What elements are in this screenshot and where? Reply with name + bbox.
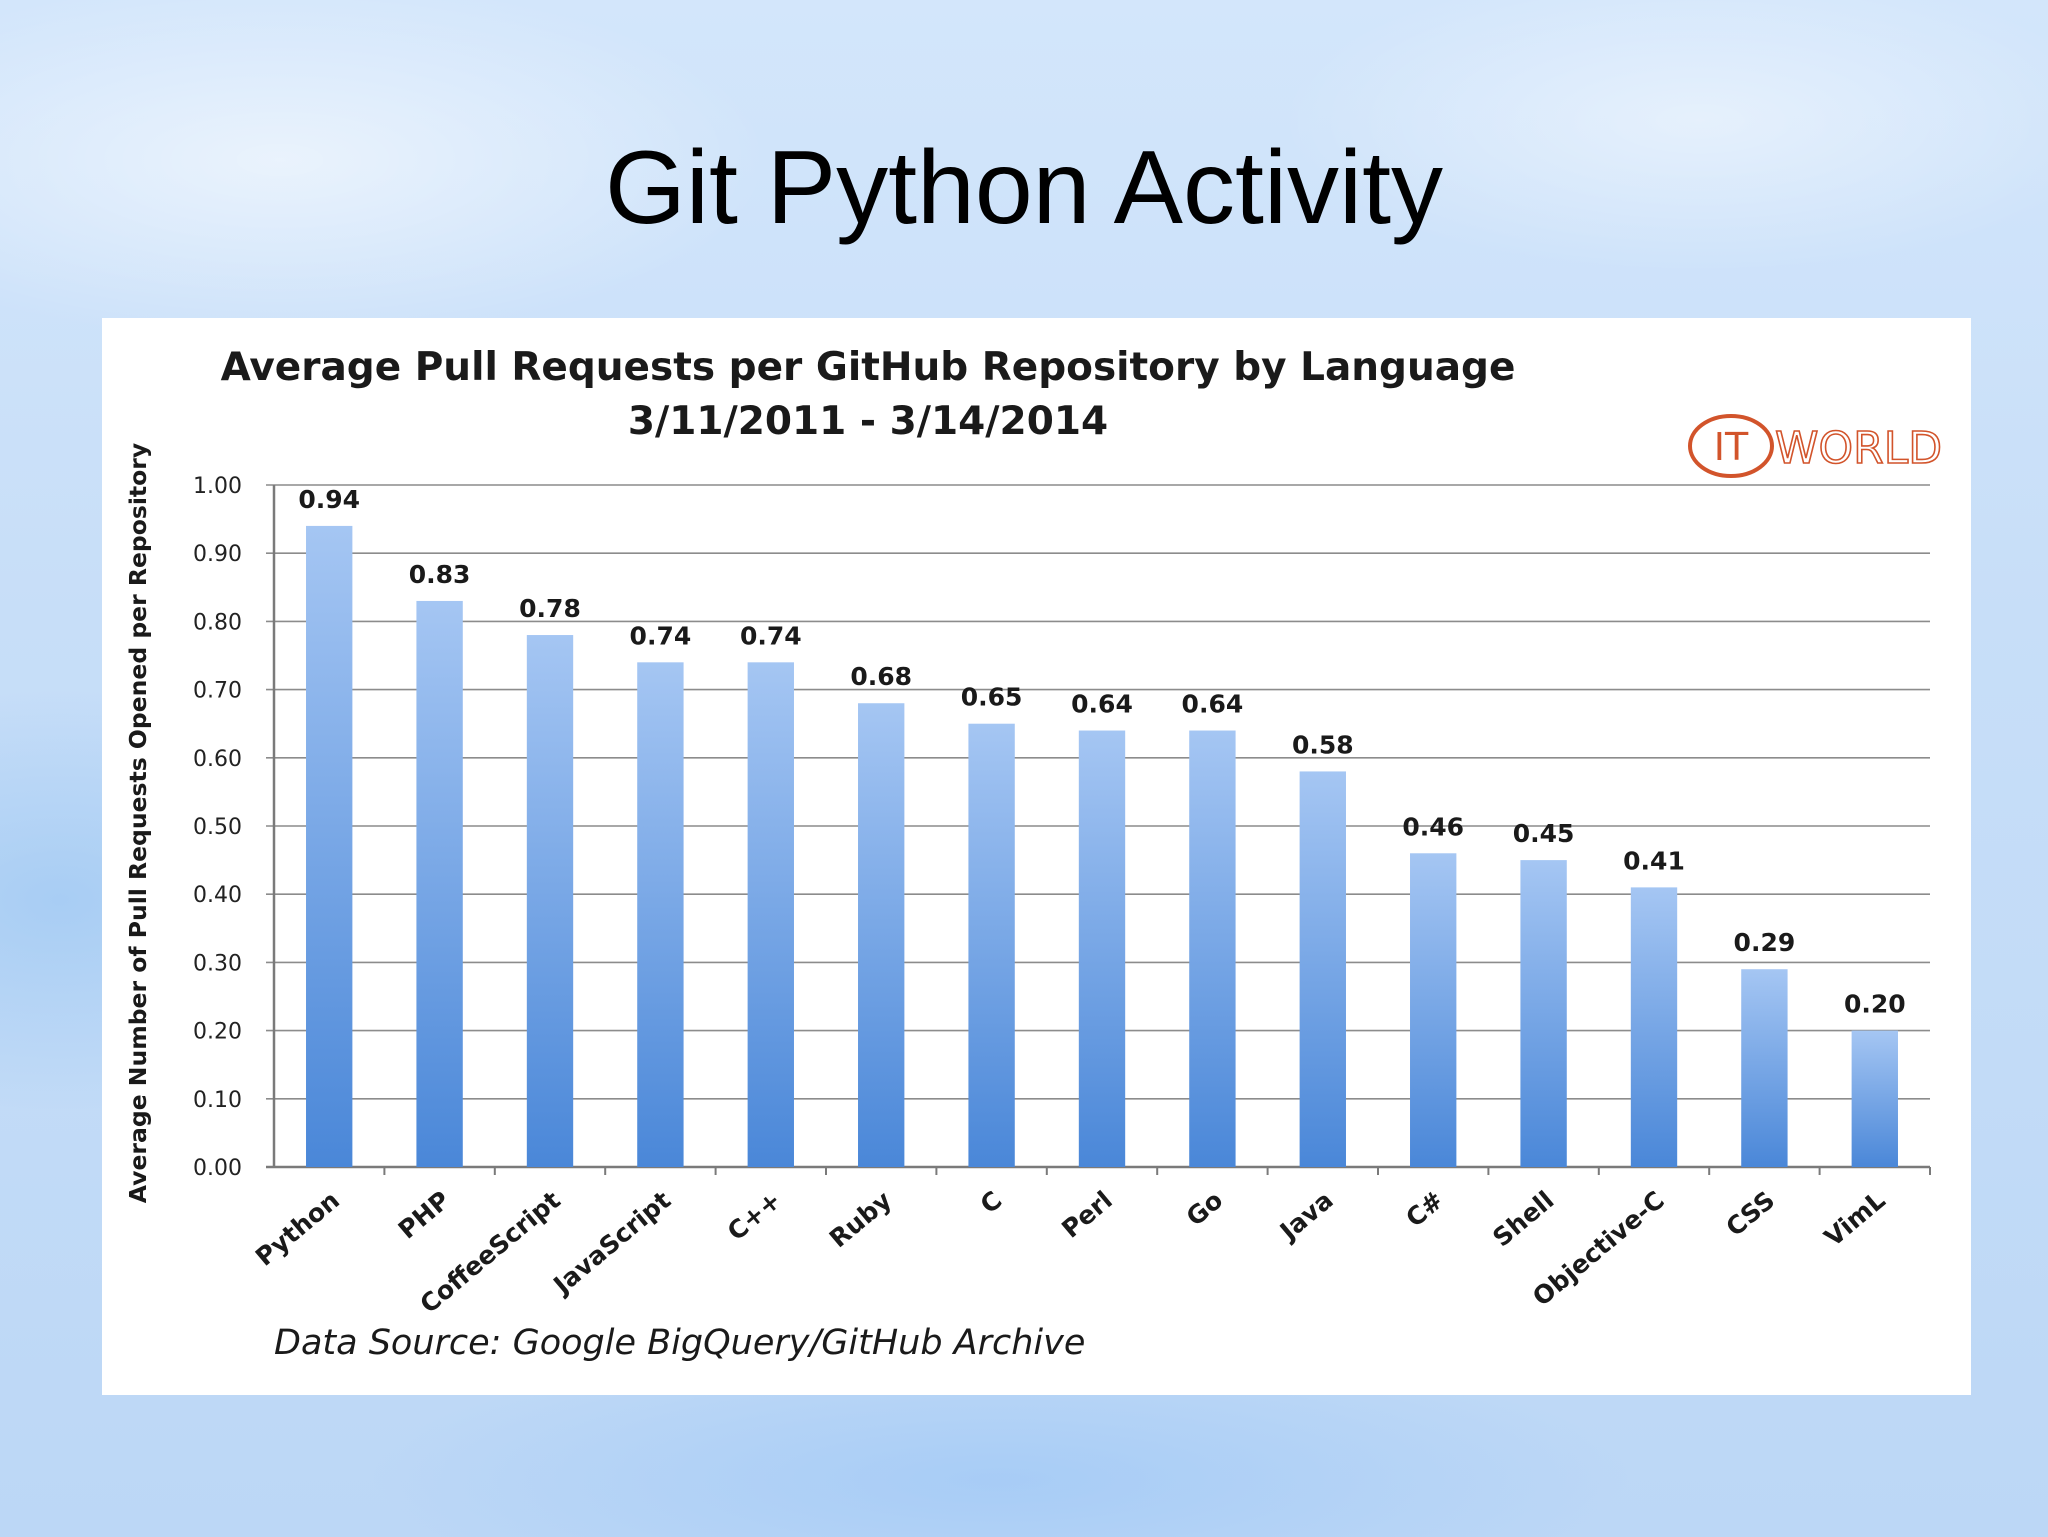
bar-ruby — [858, 703, 905, 1167]
bar-value-label: 0.64 — [1071, 690, 1133, 719]
x-category-label: Perl — [1056, 1185, 1118, 1243]
bar-value-label: 0.46 — [1402, 812, 1464, 841]
y-tick-label: 0.40 — [193, 883, 242, 908]
bar-value-label: 0.74 — [630, 621, 692, 650]
bar-value-label: 0.65 — [961, 683, 1023, 712]
x-category-label: C++ — [722, 1185, 787, 1246]
x-category-label: Go — [1181, 1185, 1229, 1231]
y-tick-label: 0.90 — [193, 542, 242, 567]
itworld-logo: IT WORLD — [1688, 414, 1943, 478]
bar-chart: Average Pull Requests per GitHub Reposit… — [124, 345, 1943, 1363]
bar-php — [416, 600, 463, 1167]
x-category-label: Ruby — [824, 1185, 897, 1253]
bar-value-label: 0.45 — [1513, 819, 1575, 848]
bar-value-label: 0.58 — [1292, 730, 1354, 759]
bar-css — [1741, 969, 1788, 1167]
bar-go — [1189, 730, 1236, 1167]
data-source-note: Data Source: Google BigQuery/GitHub Arch… — [274, 1323, 1085, 1363]
chart-panel: Average Pull Requests per GitHub Reposit… — [102, 318, 1971, 1395]
y-tick-label: 0.60 — [193, 747, 242, 772]
bar-value-label: 0.64 — [1182, 690, 1244, 719]
y-tick-label: 0.30 — [193, 951, 242, 976]
bar-value-label: 0.29 — [1734, 928, 1796, 957]
x-category-label: Python — [250, 1185, 345, 1271]
bar-value-label: 0.20 — [1844, 990, 1906, 1019]
x-category-label: VimL — [1819, 1185, 1891, 1252]
y-tick-label: 0.00 — [193, 1156, 242, 1181]
y-tick-label: 0.70 — [193, 679, 242, 704]
x-category-label: C — [975, 1185, 1008, 1219]
x-category-label: Shell — [1487, 1185, 1559, 1252]
bar-c — [1410, 853, 1457, 1167]
bar-java — [1299, 771, 1346, 1167]
x-category-label: C# — [1400, 1185, 1449, 1232]
y-tick-label: 1.00 — [193, 474, 242, 499]
bar-objective-c — [1630, 887, 1678, 1167]
bar-value-label: 0.41 — [1623, 846, 1685, 875]
x-category-label: JavaScript — [547, 1185, 677, 1300]
y-tick-label: 0.50 — [193, 815, 242, 840]
x-category-label: Java — [1273, 1185, 1339, 1247]
slide-title: Git Python Activity — [604, 130, 1444, 246]
bar-coffeescript — [526, 635, 574, 1167]
y-axis-label: Average Number of Pull Requests Opened p… — [124, 443, 152, 1203]
y-tick-label: 0.10 — [193, 1088, 242, 1113]
bar-javascript — [637, 662, 684, 1167]
bar-value-label: 0.78 — [519, 594, 581, 623]
bar-perl — [1078, 730, 1126, 1167]
bar-python — [306, 525, 353, 1167]
y-tick-label: 0.80 — [193, 610, 242, 635]
bar-shell — [1520, 860, 1567, 1167]
chart-subtitle: 3/11/2011 - 3/14/2014 — [628, 399, 1108, 444]
bar-value-label: 0.74 — [740, 621, 802, 650]
value-labels: 0.94 0.83 0.78 0.74 0.74 0.68 0.65 0.64 0.64 0.58… — [298, 485, 1905, 1019]
y-axis-ticks: 0.00 0.10 0.20 0.30 0.40 0.50 0.60 0.70 0.80 0.90… — [193, 474, 242, 1181]
bar-viml — [1851, 1030, 1898, 1167]
bar-value-label: 0.68 — [850, 662, 912, 691]
x-category-label: PHP — [393, 1185, 456, 1244]
bar-c — [747, 662, 794, 1167]
logo-it-text: IT — [1714, 425, 1749, 469]
bars — [306, 525, 1898, 1167]
x-category-label: CSS — [1720, 1185, 1780, 1242]
bar-c — [968, 723, 1015, 1167]
logo-world-text: WORLD — [1775, 423, 1942, 474]
chart-title: Average Pull Requests per GitHub Reposit… — [221, 345, 1516, 390]
y-tick-label: 0.20 — [193, 1020, 242, 1045]
bar-value-label: 0.94 — [298, 485, 360, 514]
bar-value-label: 0.83 — [409, 560, 471, 589]
